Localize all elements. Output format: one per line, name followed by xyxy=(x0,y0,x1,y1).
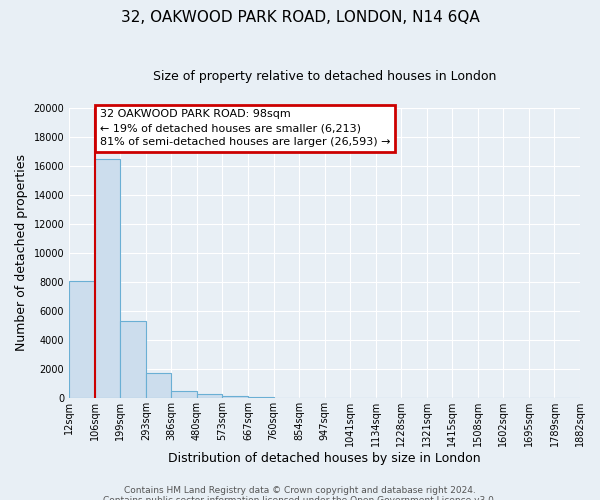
Y-axis label: Number of detached properties: Number of detached properties xyxy=(15,154,28,352)
Bar xyxy=(197,394,223,398)
Bar xyxy=(223,396,248,398)
Title: Size of property relative to detached houses in London: Size of property relative to detached ho… xyxy=(153,70,496,83)
Text: Contains public sector information licensed under the Open Government Licence v3: Contains public sector information licen… xyxy=(103,496,497,500)
Bar xyxy=(172,391,197,398)
Text: 32 OAKWOOD PARK ROAD: 98sqm
← 19% of detached houses are smaller (6,213)
81% of : 32 OAKWOOD PARK ROAD: 98sqm ← 19% of det… xyxy=(100,109,391,147)
Bar xyxy=(248,396,274,398)
Bar xyxy=(69,280,95,398)
X-axis label: Distribution of detached houses by size in London: Distribution of detached houses by size … xyxy=(168,452,481,465)
Bar xyxy=(146,373,172,398)
Text: 32, OAKWOOD PARK ROAD, LONDON, N14 6QA: 32, OAKWOOD PARK ROAD, LONDON, N14 6QA xyxy=(121,10,479,25)
Text: Contains HM Land Registry data © Crown copyright and database right 2024.: Contains HM Land Registry data © Crown c… xyxy=(124,486,476,495)
Bar xyxy=(95,158,120,398)
Bar xyxy=(120,321,146,398)
